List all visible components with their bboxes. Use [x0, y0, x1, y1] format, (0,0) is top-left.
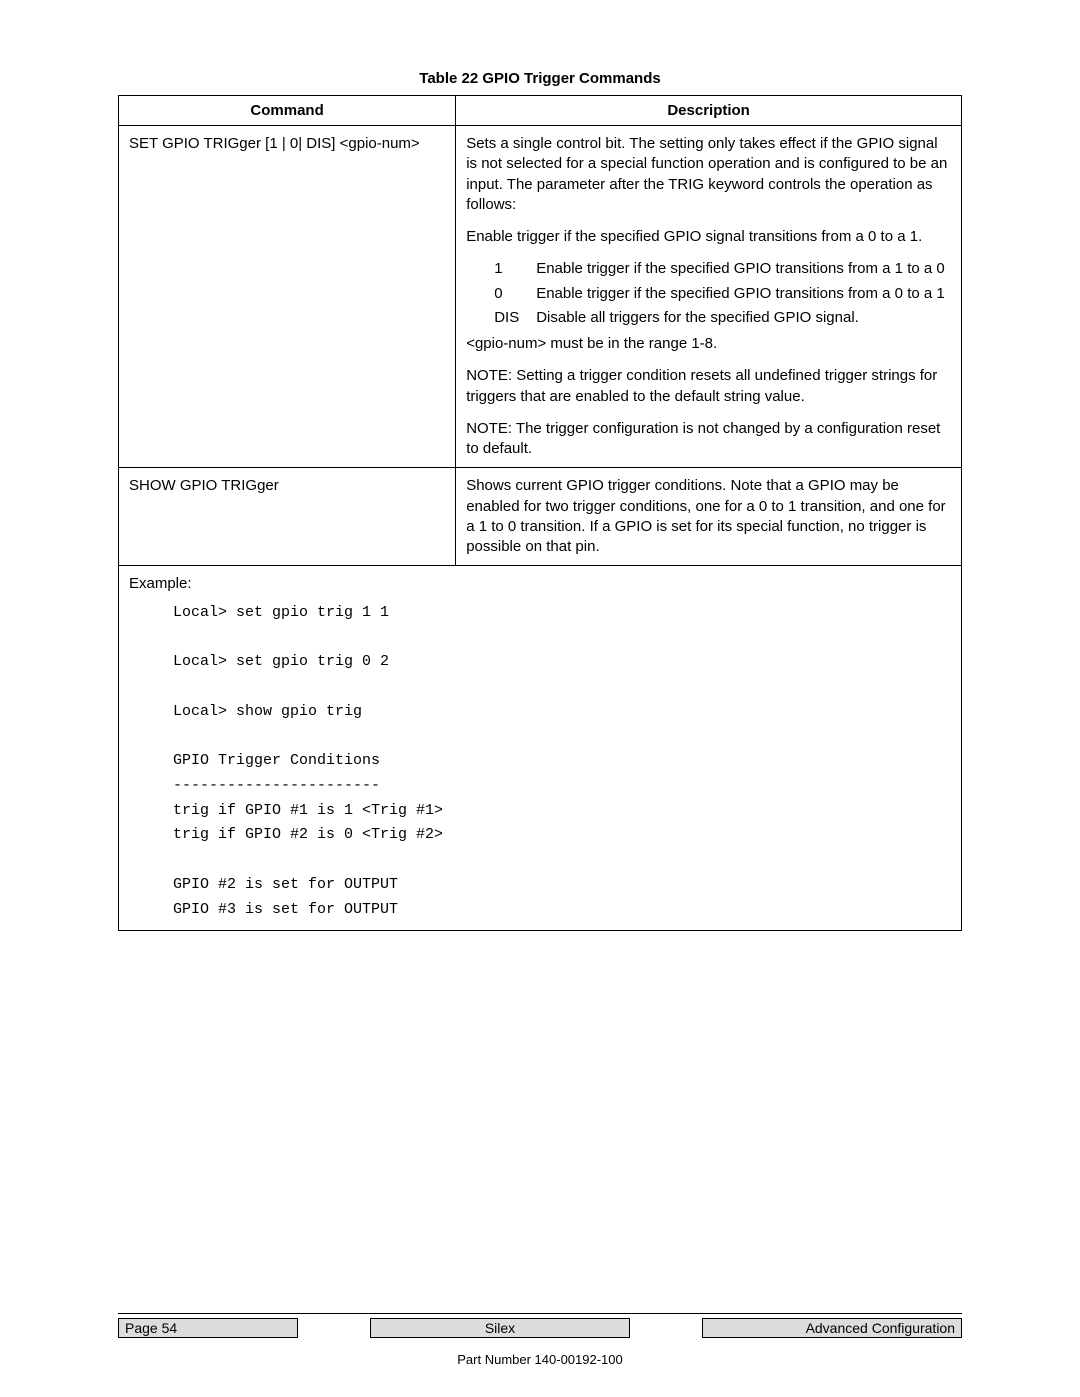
desc-paragraph: NOTE: The trigger configuration is not c… [466, 419, 951, 460]
option-value: Disable all triggers for the specified G… [536, 308, 951, 328]
command-cell: SHOW GPIO TRIGger [119, 468, 456, 566]
option-key: 1 [494, 259, 536, 279]
option-value: Enable trigger if the specified GPIO tra… [536, 259, 951, 279]
desc-paragraph: NOTE: Setting a trigger condition resets… [466, 366, 951, 407]
gpio-trigger-table: Command Description SET GPIO TRIGger [1 … [118, 95, 962, 931]
description-cell: Sets a single control bit. The setting o… [456, 126, 962, 468]
header-description: Description [456, 96, 962, 126]
option-key: DIS [494, 308, 536, 328]
table-row: SET GPIO TRIGger [1 | 0| DIS] <gpio-num>… [119, 126, 962, 468]
command-cell: SET GPIO TRIGger [1 | 0| DIS] <gpio-num> [119, 126, 456, 468]
option-value: Enable trigger if the specified GPIO tra… [536, 284, 951, 304]
table-caption: Table 22 GPIO Trigger Commands [118, 70, 962, 87]
footer-page-number: Page 54 [118, 1318, 298, 1338]
option-list: 1 Enable trigger if the specified GPIO t… [466, 259, 951, 328]
footer-company: Silex [370, 1318, 630, 1338]
footer-part-number: Part Number 140-00192-100 [118, 1352, 962, 1367]
page-footer: Page 54 Silex Advanced Configuration Par… [118, 1313, 962, 1367]
description-cell: Shows current GPIO trigger conditions. N… [456, 468, 962, 566]
table-row: SHOW GPIO TRIGger Shows current GPIO tri… [119, 468, 962, 566]
desc-paragraph: Sets a single control bit. The setting o… [466, 134, 951, 215]
header-command: Command [119, 96, 456, 126]
desc-paragraph: Shows current GPIO trigger conditions. N… [466, 476, 951, 557]
footer-section: Advanced Configuration [702, 1318, 962, 1338]
table-row-example: Example: Local> set gpio trig 1 1 Local>… [119, 566, 962, 931]
desc-paragraph: <gpio-num> must be in the range 1-8. [466, 334, 951, 354]
desc-paragraph: Enable trigger if the specified GPIO sig… [466, 227, 951, 247]
option-key: 0 [494, 284, 536, 304]
example-code: Local> set gpio trig 1 1 Local> set gpio… [129, 601, 951, 923]
example-label: Example: [129, 574, 951, 594]
